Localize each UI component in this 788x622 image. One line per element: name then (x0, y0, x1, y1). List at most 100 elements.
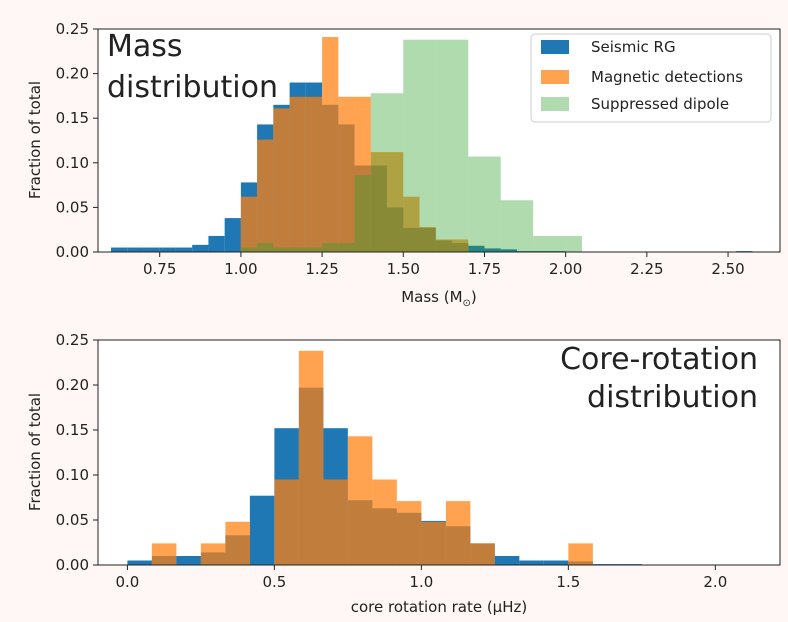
rotation-bar-series1-bin12 (568, 543, 593, 565)
rotation-bar-series0-bin5 (249, 495, 275, 565)
rotation-x-tick-label: 2.0 (703, 573, 727, 591)
legend-box (530, 33, 772, 123)
mass-bar-series2-bin9 (387, 93, 404, 252)
mass-y-tick-label: 0.10 (56, 154, 89, 172)
rotation-bar-series1-bin2 (225, 521, 250, 565)
mass-y-axis-label: Fraction of total (26, 81, 44, 199)
mass-bar-series2-bin3 (289, 247, 306, 252)
mass-bar-series0-bin3 (159, 247, 176, 252)
mass-bar-series2-bin5 (322, 243, 339, 252)
rotation-plot-frame (97, 339, 781, 566)
rotation-bar-series1-bin5 (323, 479, 348, 565)
mass-bar-series2-bin13 (451, 39, 469, 253)
mass-bar-series0-bin23 (484, 248, 501, 252)
mass-bar-series1-bin9 (387, 152, 404, 252)
legend: Seismic RG Magnetic detections Suppresse… (530, 33, 772, 123)
rotation-bar-series0-bin17 (543, 560, 569, 565)
mass-bar-series0-bin1 (127, 247, 144, 252)
mass-bar-series0-bin7 (224, 218, 241, 252)
mass-bar-series1-bin2 (273, 108, 290, 252)
mass-bar-series2-bin10 (403, 39, 420, 253)
rotation-annotation-line1: Core-rotation (560, 342, 758, 377)
mass-bar-series1-bin6 (338, 96, 355, 252)
mass-x-tick-label: 2.50 (711, 260, 744, 278)
mass-bar-series2-bin8 (370, 93, 388, 252)
rotation-bar-series1-bin9 (421, 521, 446, 565)
mass-y-ticks: 0.00 0.05 0.10 0.15 0.20 0.25 (56, 20, 98, 261)
mass-bar-series2-bin20 (565, 235, 582, 252)
rotation-bar-series1-bin8 (396, 501, 422, 565)
mass-bar-series2-bin12 (435, 39, 452, 253)
rotation-bar-series1-bin10 (445, 501, 471, 565)
mass-bar-series2-bin7 (354, 175, 371, 252)
rotation-annotation-line2: distribution (587, 380, 758, 415)
rotation-y-tick-label: 0.00 (56, 556, 89, 574)
rotation-y-tick-label: 0.05 (56, 511, 89, 529)
rotation-x-axis-label: core rotation rate (μHz) (351, 598, 527, 616)
mass-bar-series1-bin3 (289, 96, 306, 252)
mass-x-label-text: Mass (M (401, 288, 462, 306)
rotation-bar-series1-bin3 (274, 479, 299, 565)
mass-bar-series0-bin5 (192, 244, 209, 252)
mass-bar-series0-bin2 (143, 247, 160, 252)
mass-annotation-line1: Mass (107, 29, 183, 64)
mass-y-tick-label: 0.15 (56, 109, 89, 127)
rotation-x-tick-label: 1.0 (409, 573, 433, 591)
legend-swatch-magnetic (541, 70, 569, 84)
rotation-x-tick-label: 0.5 (262, 573, 286, 591)
rotation-bar-series1-bin4 (298, 350, 324, 565)
legend-swatch-suppressed (541, 97, 569, 111)
mass-y-tick-label: 0.20 (56, 65, 89, 83)
mass-bar-series1-bin7 (354, 96, 371, 252)
mass-x-tick-label: 1.25 (305, 260, 338, 278)
mass-bar-series2-bin6 (338, 243, 355, 252)
mass-y-tick-label: 0.25 (56, 20, 89, 38)
rotation-bar-series1-bin0 (151, 543, 177, 565)
mass-bar-series2-bin19 (549, 235, 566, 252)
mass-bar-series0-bin4 (175, 247, 193, 252)
mass-plot-frame (97, 28, 781, 253)
rotation-y-tick-label: 0.25 (56, 331, 89, 349)
mass-bar-series1-bin12 (435, 239, 452, 252)
mass-x-tick-label: 2.25 (630, 260, 663, 278)
mass-bar-series1-bin13 (451, 239, 469, 252)
mass-x-axis-label: Mass (M⊙) (401, 288, 477, 309)
rotation-bars (127, 350, 642, 565)
rotation-bar-series1-bin11 (470, 543, 495, 565)
mass-panel: 0.75 1.00 1.25 1.50 1.75 2.00 2.25 2.50 0.000.0… (26, 20, 781, 309)
mass-bar-series2-bin11 (419, 39, 436, 253)
legend-label-magnetic: Magnetic detections (591, 68, 743, 86)
mass-bar-series1-bin11 (419, 227, 436, 252)
rotation-y-tick-label: 0.10 (56, 466, 89, 484)
mass-bar-series0-bin6 (208, 235, 225, 252)
mass-bar-series2-bin4 (305, 247, 323, 252)
mass-bar-series2-bin2 (273, 247, 290, 252)
mass-bar-series1-bin5 (322, 37, 339, 252)
rotation-x-tick-label: 1.5 (556, 573, 580, 591)
mass-bars (110, 37, 753, 253)
mass-bar-series2-bin1 (257, 243, 274, 252)
mass-bar-series0-bin24 (500, 249, 517, 252)
legend-label-seismic: Seismic RG (591, 38, 676, 56)
mass-bar-series2-bin14 (468, 156, 485, 252)
mass-bar-series1-bin8 (370, 152, 388, 252)
rotation-bar-series0-bin0 (127, 560, 152, 565)
rotation-y-ticks: 0.00 0.05 0.10 0.15 0.20 0.25 (56, 331, 98, 574)
legend-swatch-seismic (541, 40, 569, 54)
mass-x-tick-label: 0.75 (143, 260, 176, 278)
rotation-bar-series1-bin6 (347, 436, 373, 565)
rotation-y-tick-label: 0.20 (56, 376, 89, 394)
mass-x-tick-label: 2.00 (549, 260, 582, 278)
rotation-y-axis-label: Fraction of total (26, 393, 44, 511)
mass-bar-series2-bin15 (484, 156, 501, 252)
mass-annotation-line2: distribution (107, 70, 278, 105)
rotation-bar-series1-bin7 (372, 479, 397, 565)
mass-y-tick-label: 0.00 (56, 243, 89, 261)
mass-bar-series1-bin10 (403, 196, 420, 252)
mass-bar-series1-bin1 (257, 139, 274, 252)
mass-bar-series0-bin22 (468, 245, 485, 252)
rotation-y-tick-label: 0.15 (56, 421, 89, 439)
mass-bar-series2-bin17 (516, 200, 534, 252)
mass-x-label-close: ) (471, 288, 477, 306)
